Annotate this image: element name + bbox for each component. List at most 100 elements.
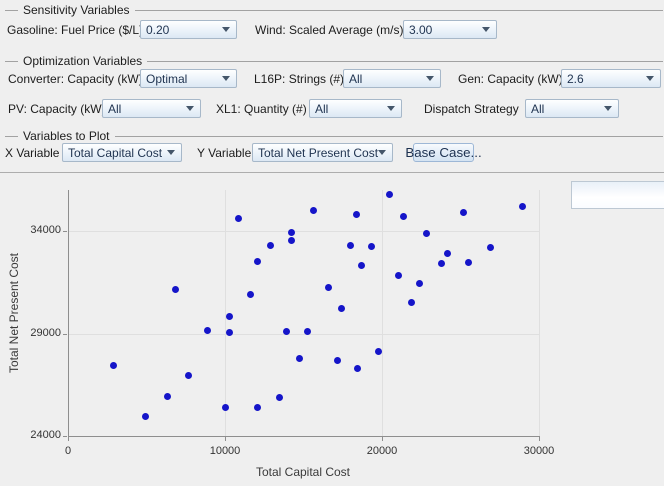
xl1-quantity-value: All: [310, 102, 387, 116]
axis-tick: [63, 231, 67, 232]
l16p-strings-label: L16P: Strings (#): [254, 72, 344, 86]
gen-capacity-select[interactable]: 2.6: [561, 69, 661, 88]
dispatch-strategy-value: All: [526, 102, 604, 116]
data-point: [460, 209, 467, 216]
data-point: [267, 242, 274, 249]
xl1-quantity-label: XL1: Quantity (#): [216, 102, 307, 116]
x-tick-label: 10000: [195, 445, 255, 457]
data-point: [386, 191, 393, 198]
x-tick-label: 20000: [352, 445, 412, 457]
y-axis-title: Total Net Present Cost: [7, 253, 21, 373]
x-variable-select[interactable]: Total Capital Cost: [62, 143, 182, 162]
plot-area: [68, 190, 540, 437]
data-point: [465, 259, 472, 266]
axis-tick: [68, 437, 69, 441]
pv-capacity-select[interactable]: All: [102, 99, 201, 118]
converter-capacity-select[interactable]: Optimal: [140, 69, 237, 88]
y-tick-label: 24000: [19, 429, 61, 441]
gasoline-fuel-price-label: Gasoline: Fuel Price ($/L): [7, 23, 143, 37]
dropdown-arrow-icon: [167, 150, 175, 155]
data-point: [142, 413, 149, 420]
data-point: [423, 230, 430, 237]
dropdown-arrow-icon: [378, 150, 386, 155]
data-point: [276, 394, 283, 401]
l16p-strings-select[interactable]: All: [343, 69, 441, 88]
data-point: [235, 215, 242, 222]
wind-scaled-average-select[interactable]: 3.00: [403, 20, 497, 39]
data-point: [444, 250, 451, 257]
data-point: [172, 286, 179, 293]
data-point: [288, 237, 295, 244]
data-point: [325, 284, 332, 291]
wind-scaled-average-value: 3.00: [404, 23, 482, 37]
data-point: [354, 365, 361, 372]
gridline: [539, 190, 540, 436]
data-point: [164, 393, 171, 400]
data-point: [519, 203, 526, 210]
group-line: [147, 61, 663, 62]
group-line: [5, 61, 18, 62]
x-tick-label: 30000: [509, 445, 569, 457]
data-point: [395, 272, 402, 279]
data-point: [310, 207, 317, 214]
dropdown-arrow-icon: [186, 106, 194, 111]
y-variable-label: Y Variable: [197, 146, 251, 160]
data-point: [353, 211, 360, 218]
gasoline-fuel-price-select[interactable]: 0.20: [140, 20, 237, 39]
axis-tick: [63, 334, 67, 335]
wind-scaled-average-label: Wind: Scaled Average (m/s): [255, 23, 404, 37]
data-point: [438, 260, 445, 267]
group-line: [115, 136, 664, 137]
data-point: [226, 313, 233, 320]
y-variable-select[interactable]: Total Net Present Cost: [252, 143, 393, 162]
data-point: [296, 355, 303, 362]
data-point: [254, 404, 261, 411]
data-point: [254, 258, 261, 265]
data-point: [334, 357, 341, 364]
dropdown-arrow-icon: [387, 106, 395, 111]
sensitivity-group-title: Sensitivity Variables: [23, 3, 130, 17]
dropdown-arrow-icon: [604, 106, 612, 111]
x-axis-title: Total Capital Cost: [256, 465, 350, 479]
y-tick-label: 29000: [19, 327, 61, 339]
data-point: [487, 244, 494, 251]
x-variable-value: Total Capital Cost: [63, 146, 167, 160]
dropdown-arrow-icon: [426, 76, 434, 81]
base-case-button[interactable]: Base Case...: [413, 143, 474, 162]
data-point: [347, 242, 354, 249]
converter-capacity-label: Converter: Capacity (kW): [8, 72, 143, 86]
converter-capacity-value: Optimal: [141, 72, 222, 86]
gridline: [69, 231, 540, 232]
axis-tick: [63, 436, 67, 437]
gen-capacity-value: 2.6: [562, 72, 646, 86]
l16p-strings-value: All: [344, 72, 426, 86]
y-tick-label: 34000: [19, 224, 61, 236]
dispatch-strategy-select[interactable]: All: [525, 99, 619, 118]
xl1-quantity-select[interactable]: All: [309, 99, 402, 118]
dropdown-arrow-icon: [482, 27, 490, 32]
sensitivity-group-header: Sensitivity Variables: [5, 3, 663, 17]
optimization-group-title: Optimization Variables: [23, 54, 142, 68]
pv-capacity-label: PV: Capacity (kW): [8, 102, 106, 116]
dropdown-arrow-icon: [646, 76, 654, 81]
data-point: [416, 280, 423, 287]
group-line: [5, 10, 18, 11]
data-point: [283, 328, 290, 335]
dropdown-arrow-icon: [222, 27, 230, 32]
data-point: [368, 243, 375, 250]
dropdown-arrow-icon: [222, 76, 230, 81]
data-point: [110, 362, 117, 369]
gridline: [382, 190, 383, 436]
data-point: [304, 328, 311, 335]
axis-tick: [539, 437, 540, 441]
dispatch-strategy-label: Dispatch Strategy: [424, 102, 519, 116]
data-point: [185, 372, 192, 379]
data-point: [358, 262, 365, 269]
data-point: [247, 291, 254, 298]
pv-capacity-value: All: [103, 102, 186, 116]
data-point: [400, 213, 407, 220]
x-tick-label: 0: [38, 445, 98, 457]
y-variable-value: Total Net Present Cost: [253, 146, 378, 160]
variables-to-plot-group-header: Variables to Plot: [5, 129, 663, 143]
optimization-group-header: Optimization Variables: [5, 54, 663, 68]
